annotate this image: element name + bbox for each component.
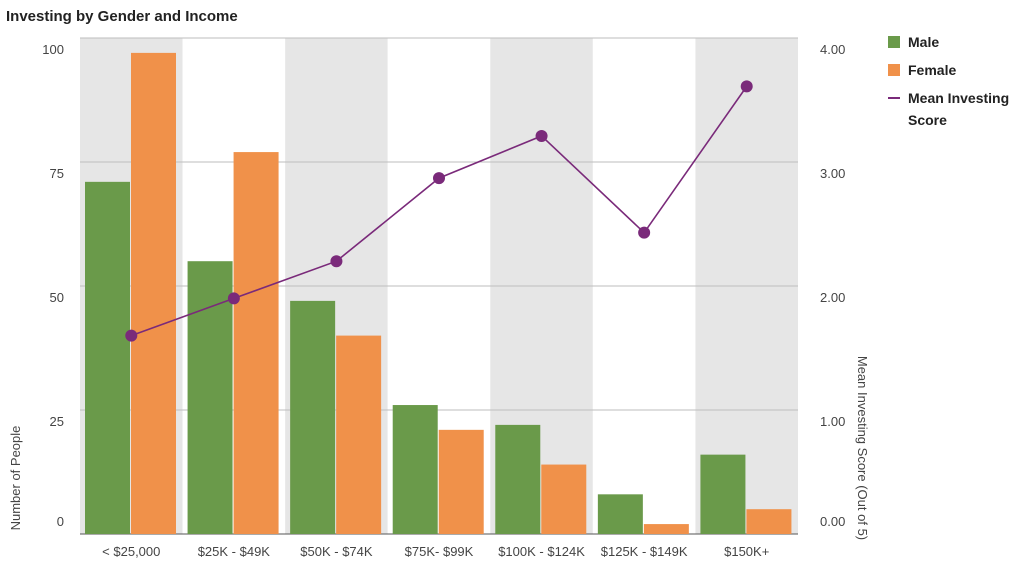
legend-label-line: Female [908, 62, 956, 78]
legend-label-line: Score [908, 112, 947, 128]
legend-label: Female [908, 62, 956, 78]
bar-female [438, 429, 484, 534]
score-point [433, 172, 445, 185]
x-tick-label: $150K+ [724, 544, 769, 559]
score-point [330, 255, 343, 268]
bar-female [541, 464, 587, 534]
legend-label-line: Mean Investing [908, 90, 1009, 106]
y2-axis-title: Mean Investing Score (Out of 5) [855, 356, 870, 540]
legend-label: Mean Investing Score [908, 90, 1009, 128]
bar-female [233, 152, 279, 534]
y-tick-label: 75 [50, 166, 64, 181]
y2-tick-label: 2.00 [820, 290, 845, 305]
bar-male [700, 454, 746, 534]
bar-male [495, 424, 541, 534]
x-tick-label: $100K - $124K [498, 544, 585, 559]
bar-male [290, 300, 336, 534]
y2-tick-label: 0.00 [820, 514, 845, 529]
x-tick-label: $125K - $149K [601, 544, 688, 559]
legend-entry: Mean Investing Score [888, 90, 1009, 128]
y-tick-label: 50 [50, 290, 64, 305]
x-tick-label: $75K- $99K [405, 544, 474, 559]
legend-swatch [888, 64, 900, 76]
legend: Male Female Mean Investing Score [888, 34, 1009, 128]
y2-tick-label: 4.00 [820, 42, 845, 57]
y-tick-label: 0 [57, 514, 64, 529]
legend-entry: Female [888, 62, 956, 78]
legend-swatch [888, 36, 900, 48]
bar-male [392, 405, 438, 534]
x-tick-label: $50K - $74K [300, 544, 373, 559]
x-tick-label: < $25,000 [102, 544, 160, 559]
bar-male [85, 181, 130, 534]
bar-female [746, 509, 792, 534]
legend-label: Male [908, 34, 939, 50]
score-point [740, 80, 753, 93]
chart-title: Investing by Gender and Income [6, 8, 238, 25]
y2-tick-label: 1.00 [820, 414, 845, 429]
y2-tick-label: 3.00 [820, 166, 845, 181]
legend-label-line: Male [908, 34, 939, 50]
axes: 0 25 50 75 100 0.00 1.00 2.00 3.00 4.00 < $25,000 $… [8, 42, 870, 559]
y-tick-label: 100 [42, 42, 64, 57]
y-axis-title: Number of People [8, 426, 23, 531]
score-line [125, 80, 753, 342]
legend-entry: Male [888, 34, 939, 50]
bar-female [643, 524, 689, 534]
score-point [125, 329, 138, 342]
score-point [535, 129, 548, 142]
score-point [638, 226, 651, 239]
x-tick-label: $25K - $49K [198, 544, 271, 559]
bar-female [131, 52, 176, 534]
bar-female [336, 335, 382, 534]
bar-male [597, 494, 643, 534]
y-tick-label: 25 [50, 414, 64, 429]
score-point [227, 292, 240, 305]
